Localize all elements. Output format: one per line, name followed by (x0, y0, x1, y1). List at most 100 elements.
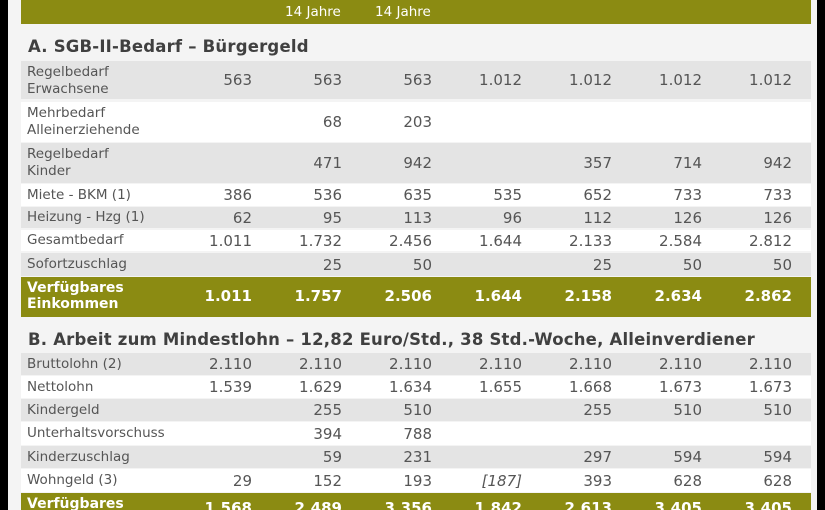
cell-value: 203 (403, 113, 432, 131)
cell-value: 1.012 (659, 71, 702, 89)
cell-value: 628 (763, 471, 792, 490)
total-value: 2.862 (744, 287, 792, 305)
cell-value: 126 (673, 208, 702, 227)
row-label: Sofortzuschlag (27, 256, 127, 272)
row-label: Gesamtbedarf (27, 232, 124, 248)
cell-value: 297 (583, 448, 612, 466)
total-value: 1.644 (474, 287, 522, 305)
cell-value: 113 (403, 208, 432, 227)
cell-value: 510 (763, 401, 792, 419)
cell-value: 2.110 (569, 355, 612, 373)
row-label: Heizung - Hzg (1) (27, 209, 145, 225)
cell-value: [187] (481, 471, 522, 490)
row-label: Regelbedarf Erwachsene (27, 64, 109, 97)
row-label: Wohngeld (3) (27, 472, 118, 488)
section-a-total-row: Verfügbares Einkommen 1.011 1.757 2.506 1.644… (21, 277, 811, 317)
table-frame: 14 Jahre 14 Jahre A. SGB-II-Bedarf – Bür… (8, 0, 817, 510)
cell-value: 733 (673, 186, 702, 204)
total-value: 2.506 (384, 287, 432, 305)
row-label: Kinderzuschlag (27, 448, 130, 465)
cell-value: 1.655 (479, 378, 522, 396)
cell-value: 714 (673, 154, 702, 172)
cell-value: 563 (223, 71, 252, 89)
cell-value: 510 (403, 401, 432, 419)
total-value: 1.842 (474, 499, 522, 510)
cell-value: 2.133 (569, 231, 612, 250)
cell-value: 628 (673, 471, 702, 490)
cell-value: 652 (583, 186, 612, 204)
cell-value: 942 (763, 154, 792, 172)
cell-value: 96 (502, 208, 522, 227)
cell-value: 126 (763, 208, 792, 227)
header-col3: 14 Jahre (375, 4, 431, 20)
cell-value: 386 (223, 186, 252, 204)
cell-value: 563 (403, 71, 432, 89)
cell-value: 1.634 (389, 378, 432, 396)
table-row: Wohngeld (3) 29 152 193 [187] 393 628 628 (21, 469, 811, 492)
section-b-title: B. Arbeit zum Mindestlohn – 12,82 Euro/S… (28, 330, 755, 349)
row-label: Nettolohn (27, 378, 94, 395)
cell-value: 50 (412, 255, 432, 274)
cell-value: 394 (313, 424, 342, 443)
table-row: Unterhaltsvorschuss 394 788 (21, 422, 811, 445)
cell-value: 25 (592, 255, 612, 274)
cell-value: 357 (583, 154, 612, 172)
cell-value: 255 (313, 401, 342, 419)
cell-value: 25 (322, 255, 342, 274)
row-label: Regelbedarf Kinder (27, 146, 109, 179)
total-value: 3.356 (384, 499, 432, 510)
table-row: Sofortzuschlag 25 50 25 50 50 (21, 253, 811, 276)
cell-value: 393 (583, 471, 612, 490)
table-row: Kindergeld 255 510 255 510 510 (21, 399, 811, 421)
row-label: Unterhaltsvorschuss (27, 425, 165, 441)
cell-value: 536 (313, 186, 342, 204)
cell-value: 1.539 (209, 378, 252, 396)
cell-value: 50 (682, 255, 702, 274)
cell-value: 1.732 (299, 231, 342, 250)
cell-value: 2.110 (749, 355, 792, 373)
cell-value: 193 (403, 471, 432, 490)
total-label: Verfügbares (27, 496, 124, 510)
table-row: Mehrbedarf Alleinerziehende 68 203 (21, 102, 811, 142)
cell-value: 510 (673, 401, 702, 419)
total-value: 1.011 (204, 287, 252, 305)
cell-value: 68 (322, 113, 342, 131)
table-row: Bruttolohn (2) 2.110 2.110 2.110 2.110 2.110 2… (21, 353, 811, 375)
cell-value: 2.110 (659, 355, 702, 373)
cell-value: 62 (232, 208, 252, 227)
cell-value: 563 (313, 71, 342, 89)
total-value: 3.405 (744, 499, 792, 510)
section-a-title: A. SGB-II-Bedarf – Bürgergeld (28, 37, 309, 56)
cell-value: 2.110 (209, 355, 252, 373)
cell-value: 1.629 (299, 378, 342, 396)
cell-value: 1.012 (479, 71, 522, 89)
cell-value: 50 (772, 255, 792, 274)
cell-value: 231 (403, 448, 432, 466)
total-value: 2.489 (294, 499, 342, 510)
cell-value: 788 (403, 424, 432, 443)
cell-value: 2.110 (389, 355, 432, 373)
cell-value: 2.110 (479, 355, 522, 373)
cell-value: 152 (313, 471, 342, 490)
row-label: Bruttolohn (2) (27, 355, 122, 372)
row-label: Mehrbedarf Alleinerziehende (27, 105, 140, 138)
cell-value: 2.110 (299, 355, 342, 373)
total-value: 3.405 (654, 499, 702, 510)
cell-value: 1.011 (209, 231, 252, 250)
cell-value: 2.584 (659, 231, 702, 250)
table-row: Gesamtbedarf 1.011 1.732 2.456 1.644 2.133 2.5… (21, 230, 811, 251)
cell-value: 255 (583, 401, 612, 419)
cell-value: 1.673 (749, 378, 792, 396)
table-row: Nettolohn 1.539 1.629 1.634 1.655 1.668 1.673 1… (21, 376, 811, 398)
header-col2: 14 Jahre (285, 4, 341, 20)
total-value: 1.757 (294, 287, 342, 305)
cell-value: 1.644 (479, 231, 522, 250)
cell-value: 2.812 (749, 231, 792, 250)
table-row: Miete - BKM (1) 386 536 635 535 652 733 733 (21, 184, 811, 206)
table-row: Kinderzuschlag 59 231 297 594 594 (21, 446, 811, 468)
cell-value: 1.673 (659, 378, 702, 396)
cell-value: 1.012 (749, 71, 792, 89)
cell-value: 471 (313, 154, 342, 172)
cell-value: 59 (322, 448, 342, 466)
table-row: Regelbedarf Erwachsene 563 563 563 1.012 1.012… (21, 61, 811, 99)
